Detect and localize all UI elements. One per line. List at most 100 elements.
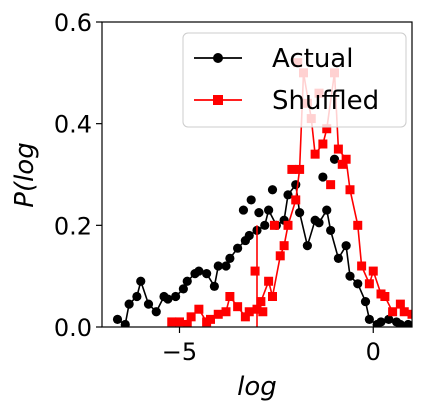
legend-marker-actual	[213, 53, 223, 63]
legend: Actual Shuffled	[182, 32, 407, 128]
series-actual-point	[254, 208, 264, 218]
plot-frame	[101, 21, 413, 328]
series-actual-point	[384, 314, 394, 324]
series-shuffled-point	[206, 314, 215, 324]
y-tick-label: 0.0	[54, 314, 92, 342]
series-actual-point	[246, 195, 256, 205]
series-shuffled-point	[368, 266, 378, 276]
series-actual-point	[233, 243, 243, 253]
series-actual-point	[291, 180, 301, 190]
series-actual-point	[314, 218, 324, 228]
series-actual-point	[163, 294, 173, 304]
legend-marker-shuffled	[213, 95, 223, 105]
series-shuffled-point	[353, 220, 363, 230]
series-actual-point	[364, 314, 374, 324]
series-actual-point	[295, 208, 305, 218]
series-actual-point	[376, 317, 386, 327]
series-shuffled-point	[186, 312, 196, 322]
series-actual-point	[136, 276, 146, 286]
series-actual-point	[213, 261, 223, 271]
series-shuffled-point	[275, 251, 285, 261]
series-shuffled-point	[182, 319, 192, 327]
ticks-layer: −5 0 0.0 0.2 0.4 0.6	[54, 9, 381, 366]
series-shuffled-point	[225, 292, 235, 301]
series-actual-point	[178, 284, 188, 294]
series-shuffled-point	[407, 309, 412, 319]
series-shuffled-point	[250, 266, 260, 276]
series-shuffled-point	[291, 195, 301, 205]
series-shuffled-point	[341, 154, 351, 164]
series-shuffled-point	[269, 220, 279, 230]
series-shuffled-point	[399, 307, 409, 317]
legend-label-actual: Actual	[272, 44, 353, 74]
series-actual-point	[194, 266, 204, 276]
series-shuffled-point	[244, 307, 254, 317]
y-tick-label: 0.4	[54, 111, 92, 139]
series-actual-point	[395, 319, 405, 327]
series-actual-point	[209, 281, 219, 291]
legend-box	[182, 32, 407, 128]
series-actual-point	[182, 276, 192, 286]
series-shuffled-point	[167, 317, 177, 327]
series-shuffled-point	[233, 302, 243, 312]
series-shuffled-point	[295, 164, 305, 174]
series-actual-point	[225, 253, 235, 263]
series-actual-point	[171, 291, 181, 302]
series-shuffled-point	[279, 241, 289, 251]
series-shuffled-point	[345, 185, 355, 195]
series-actual-point	[403, 319, 412, 327]
series-shuffled-point	[310, 149, 320, 159]
x-axis-label: log	[237, 372, 277, 402]
series-shuffled-point	[240, 312, 250, 322]
series-actual-point	[353, 279, 363, 289]
y-axis-label: P(log	[10, 142, 40, 207]
series-shuffled-point	[194, 304, 204, 314]
series-shuffled-point	[318, 139, 328, 149]
series-shuffled-point	[322, 124, 332, 134]
series-actual-point	[318, 172, 328, 182]
legend-label-shuffled: Shuffled	[272, 86, 379, 116]
series-shuffled-point	[175, 317, 184, 327]
series-actual-point	[244, 230, 254, 241]
series-actual-point	[345, 271, 355, 281]
series-shuffled-point	[264, 276, 274, 286]
series-shuffled-point	[256, 297, 266, 307]
series-shuffled-point	[326, 180, 336, 190]
series-actual-point	[112, 314, 123, 324]
series-shuffled-point	[357, 261, 367, 271]
series-actual-point	[120, 319, 130, 327]
series-actual-point	[132, 291, 142, 302]
series-actual-point	[124, 299, 134, 309]
series-shuffled-point	[252, 304, 262, 314]
series-actual-point	[202, 269, 212, 279]
series-actual-point	[322, 205, 332, 215]
x-tick-label: 0	[366, 338, 381, 366]
series-actual-point	[326, 225, 336, 236]
y-tick-label: 0.2	[54, 212, 92, 240]
series-actual-point	[238, 205, 249, 215]
x-tick-label: −5	[162, 338, 197, 366]
series-shuffled-point	[364, 279, 374, 289]
series-actual-point	[151, 307, 161, 317]
series-actual-point	[260, 220, 270, 230]
series-shuffled-point	[380, 292, 390, 301]
series-shuffled-point	[388, 307, 398, 317]
series-actual-point	[283, 190, 293, 200]
series-shuffled-point	[258, 307, 268, 317]
series-actual-point	[329, 154, 340, 164]
series-shuffled-point	[333, 144, 343, 154]
series-actual-point	[143, 299, 154, 309]
series-shuffled-point	[268, 292, 277, 301]
series-shuffled-point	[283, 220, 293, 230]
series-shuffled-point	[337, 159, 347, 169]
series-actual-point	[341, 241, 351, 251]
y-tick-label: 0.6	[54, 9, 92, 37]
series-actual-point	[360, 296, 371, 307]
series-shuffled-point	[221, 307, 231, 317]
series-actual-point	[221, 261, 231, 271]
series-shuffled-point	[213, 309, 223, 319]
series-shuffled-point	[287, 164, 297, 174]
series-layer	[112, 58, 412, 327]
series-actual-point	[264, 205, 274, 215]
